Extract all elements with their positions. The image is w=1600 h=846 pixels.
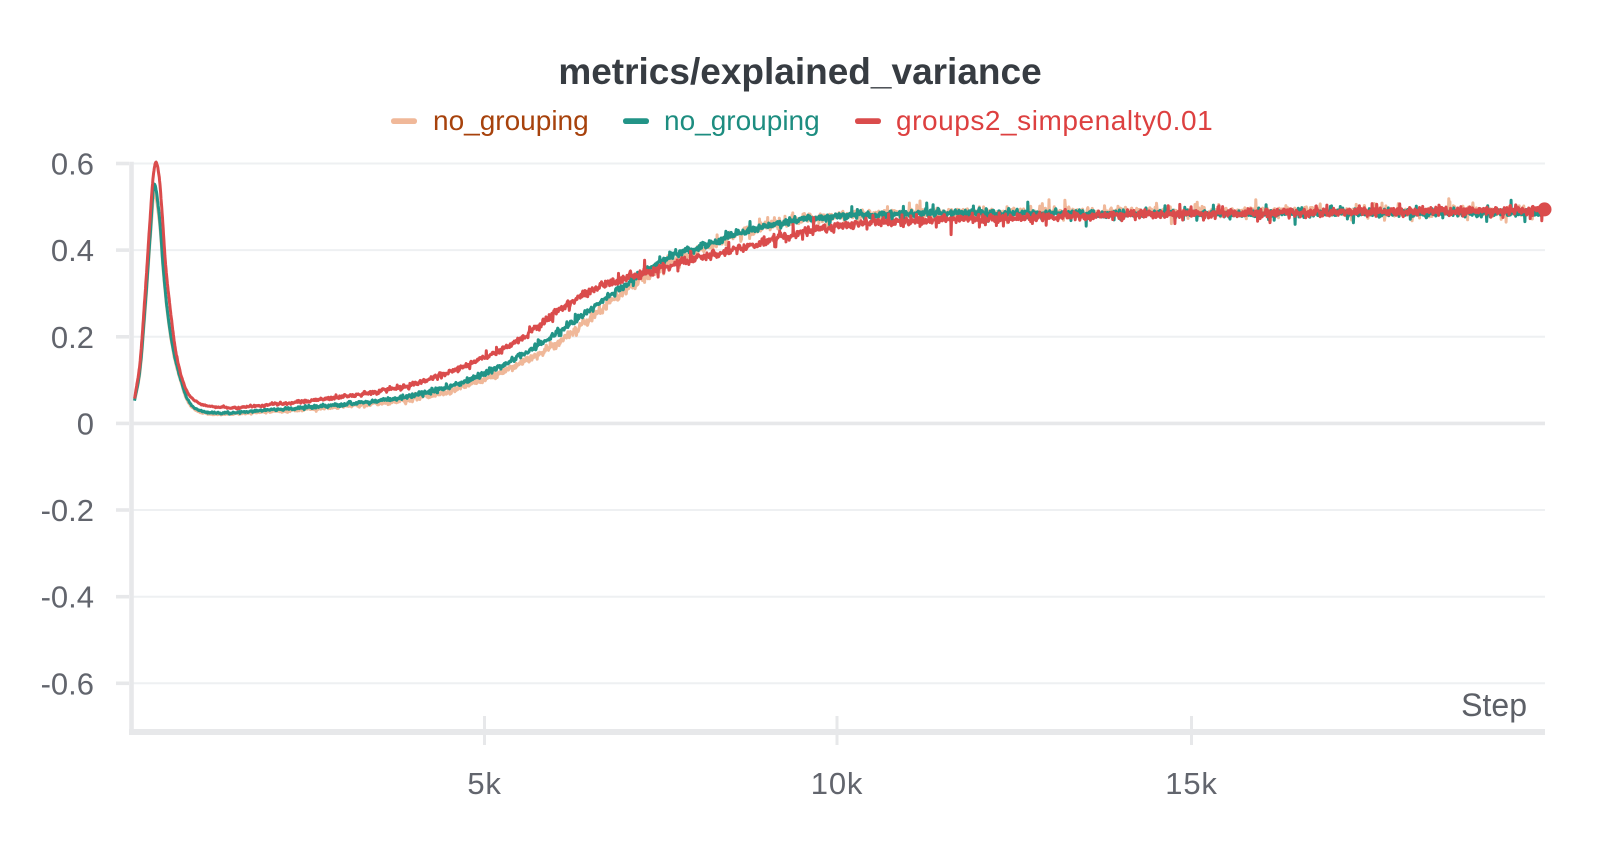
svg-text:0: 0 bbox=[77, 406, 94, 441]
svg-text:-0.6: -0.6 bbox=[41, 666, 94, 701]
svg-text:no_grouping: no_grouping bbox=[664, 105, 820, 136]
svg-text:Step: Step bbox=[1461, 687, 1527, 723]
svg-text:-0.4: -0.4 bbox=[41, 580, 94, 615]
svg-text:10k: 10k bbox=[811, 766, 863, 801]
svg-text:15k: 15k bbox=[1165, 766, 1217, 801]
svg-text:0.2: 0.2 bbox=[51, 320, 94, 355]
svg-text:5k: 5k bbox=[467, 766, 501, 801]
svg-text:no_grouping: no_grouping bbox=[433, 105, 589, 136]
svg-text:0.6: 0.6 bbox=[51, 147, 94, 182]
svg-text:metrics/explained_variance: metrics/explained_variance bbox=[558, 51, 1041, 92]
svg-text:groups2_simpenalty0.01: groups2_simpenalty0.01 bbox=[896, 105, 1213, 136]
svg-text:0.4: 0.4 bbox=[51, 233, 94, 268]
svg-text:-0.2: -0.2 bbox=[41, 493, 94, 528]
